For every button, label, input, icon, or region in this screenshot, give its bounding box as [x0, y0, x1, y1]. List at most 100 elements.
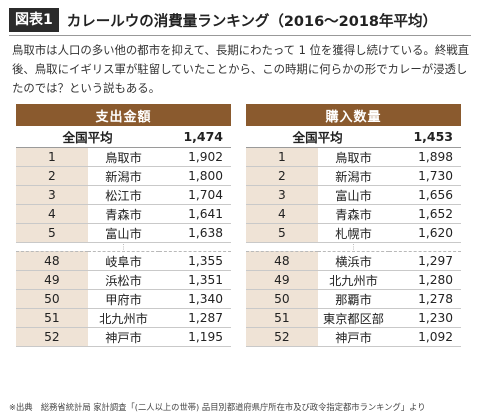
table-row: 5 札幌市 1,620 [246, 223, 461, 243]
table-row: 49 浜松市 1,351 [16, 270, 231, 290]
table-row: 2 新潟市 1,800 [16, 166, 231, 186]
value-cell: 1,230 [389, 308, 461, 328]
city-cell: 青森市 [87, 204, 160, 224]
table-row: 51 東京都区部 1,230 [246, 308, 461, 328]
table-row: 4 青森市 1,652 [246, 204, 461, 224]
city-cell: 東京都区部 [317, 308, 390, 328]
value-cell: 1,800 [159, 166, 231, 186]
figure-header: 図表1 カレールウの消費量ランキング（2016〜2018年平均） [9, 8, 437, 32]
rank-cell: 5 [246, 223, 318, 243]
city-cell: 甲府市 [87, 289, 160, 309]
table-row: 49 北九州市 1,280 [246, 270, 461, 290]
rank-cell: 3 [246, 185, 318, 205]
gap-ellipsis-icon: ⋮ [87, 242, 160, 252]
figure-badge: 図表1 [9, 8, 59, 32]
national-average-label: 全国平均 [246, 126, 390, 148]
city-cell: 富山市 [87, 223, 160, 243]
table-caption: 支出金額 [16, 104, 231, 126]
city-cell: 富山市 [317, 185, 390, 205]
city-cell: 鳥取市 [317, 147, 390, 167]
value-cell: 1,620 [389, 223, 461, 243]
city-cell: 松江市 [87, 185, 160, 205]
value-cell: 1,092 [389, 327, 461, 347]
city-cell: 鳥取市 [87, 147, 160, 167]
city-cell: 浜松市 [87, 270, 160, 290]
table-caption-row: 支出金額 [16, 104, 231, 126]
value-cell: 1,195 [159, 327, 231, 347]
table-row: 52 神戸市 1,195 [16, 327, 231, 347]
table-row: 2 新潟市 1,730 [246, 166, 461, 186]
ranking-gap-row: ⋮ [16, 242, 231, 252]
gap-ellipsis-icon: ⋮ [317, 242, 390, 252]
rank-cell: 1 [246, 147, 318, 167]
value-cell: 1,730 [389, 166, 461, 186]
rank-cell: 1 [16, 147, 88, 167]
national-average-value: 1,453 [389, 126, 461, 148]
national-average-row: 全国平均 1,453 [246, 126, 461, 148]
rank-cell: 4 [16, 204, 88, 224]
ranking-table-spending: 支出金額 全国平均 1,474 1 鳥取市 1,902 2 新潟市 1,800 3 松江市 1,704… [16, 104, 231, 347]
rank-cell: 5 [16, 223, 88, 243]
figure-title: カレールウの消費量ランキング（2016〜2018年平均） [66, 13, 438, 30]
value-cell: 1,704 [159, 185, 231, 205]
intro-paragraph: 鳥取市は人口の多い他の都市を抑えて、長期にわたって 1 位を獲得し続けている。終… [12, 43, 470, 95]
gap-cell [389, 242, 461, 252]
value-cell: 1,902 [159, 147, 231, 167]
city-cell: 青森市 [317, 204, 390, 224]
rank-cell: 3 [16, 185, 88, 205]
gap-cell [246, 242, 318, 252]
rank-cell: 52 [16, 327, 88, 347]
city-cell: 岐阜市 [87, 251, 160, 271]
value-cell: 1,287 [159, 308, 231, 328]
value-cell: 1,652 [389, 204, 461, 224]
city-cell: 横浜市 [317, 251, 390, 271]
ranking-gap-row: ⋮ [246, 242, 461, 252]
rank-cell: 52 [246, 327, 318, 347]
rank-cell: 48 [16, 251, 88, 271]
value-cell: 1,898 [389, 147, 461, 167]
table-row: 4 青森市 1,641 [16, 204, 231, 224]
rank-cell: 50 [16, 289, 88, 309]
table-row: 1 鳥取市 1,898 [246, 147, 461, 167]
value-cell: 1,340 [159, 289, 231, 309]
city-cell: 新潟市 [87, 166, 160, 186]
city-cell: 北九州市 [87, 308, 160, 328]
gap-cell [16, 242, 88, 252]
national-average-row: 全国平均 1,474 [16, 126, 231, 148]
table-row: 50 那覇市 1,278 [246, 289, 461, 309]
city-cell: 新潟市 [317, 166, 390, 186]
rank-cell: 2 [16, 166, 88, 186]
value-cell: 1,641 [159, 204, 231, 224]
table-caption-row: 購入数量 [246, 104, 461, 126]
rank-cell: 48 [246, 251, 318, 271]
table-row: 52 神戸市 1,092 [246, 327, 461, 347]
table-row: 5 富山市 1,638 [16, 223, 231, 243]
table-caption: 購入数量 [246, 104, 461, 126]
city-cell: 札幌市 [317, 223, 390, 243]
value-cell: 1,638 [159, 223, 231, 243]
source-note: ※出典 総務省統計局 家計調査「(二人以上の世帯) 品目別都道府県庁所在市及び政… [9, 402, 426, 412]
value-cell: 1,280 [389, 270, 461, 290]
rank-cell: 2 [246, 166, 318, 186]
table-row: 3 富山市 1,656 [246, 185, 461, 205]
table-row: 48 横浜市 1,297 [246, 251, 461, 271]
national-average-value: 1,474 [159, 126, 231, 148]
value-cell: 1,351 [159, 270, 231, 290]
rank-cell: 51 [246, 308, 318, 328]
rank-cell: 49 [246, 270, 318, 290]
rank-cell: 49 [16, 270, 88, 290]
national-average-label: 全国平均 [16, 126, 160, 148]
rank-cell: 50 [246, 289, 318, 309]
gap-cell [159, 242, 231, 252]
rank-cell: 4 [246, 204, 318, 224]
value-cell: 1,297 [389, 251, 461, 271]
header-divider [9, 35, 471, 36]
rank-cell: 51 [16, 308, 88, 328]
city-cell: 神戸市 [317, 327, 390, 347]
city-cell: 北九州市 [317, 270, 390, 290]
value-cell: 1,278 [389, 289, 461, 309]
table-row: 50 甲府市 1,340 [16, 289, 231, 309]
value-cell: 1,656 [389, 185, 461, 205]
table-row: 3 松江市 1,704 [16, 185, 231, 205]
city-cell: 神戸市 [87, 327, 160, 347]
